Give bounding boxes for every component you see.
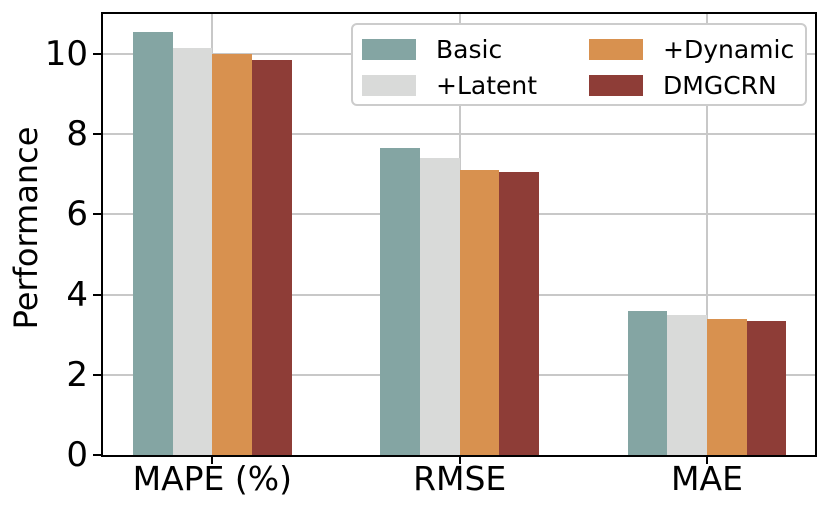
bar bbox=[667, 314, 707, 455]
plot-area bbox=[101, 12, 817, 457]
x-tick-mark bbox=[706, 456, 708, 464]
x-tick-label: MAE bbox=[671, 459, 743, 498]
bar bbox=[627, 310, 668, 455]
legend-entry: +Dynamic bbox=[589, 34, 794, 64]
bar bbox=[420, 158, 460, 455]
bar bbox=[252, 60, 292, 455]
y-tick-mark bbox=[93, 53, 101, 56]
bar bbox=[707, 318, 747, 455]
y-tick-mark bbox=[93, 213, 101, 216]
bar bbox=[212, 54, 252, 455]
x-tick-mark bbox=[458, 456, 461, 464]
x-tick-mark bbox=[211, 456, 214, 464]
legend: Basic +Latent +Dynamic DMGCRN bbox=[351, 23, 807, 106]
y-tick-label: 0 bbox=[66, 435, 88, 475]
y-tick-label: 10 bbox=[44, 34, 88, 75]
legend-label: Basic bbox=[436, 34, 503, 64]
v-gridline bbox=[706, 14, 708, 455]
y-tick-label: 4 bbox=[66, 274, 88, 315]
legend-swatch bbox=[589, 38, 643, 60]
bar bbox=[172, 48, 213, 455]
y-tick-label: 6 bbox=[66, 194, 88, 235]
y-tick-label: 8 bbox=[66, 114, 88, 155]
bar bbox=[380, 148, 420, 455]
y-tick-label: 2 bbox=[66, 354, 88, 395]
y-tick-mark bbox=[93, 133, 101, 136]
y-tick-mark bbox=[93, 293, 101, 296]
legend-entry: DMGCRN bbox=[589, 70, 777, 100]
bar bbox=[499, 172, 540, 455]
legend-label: +Dynamic bbox=[663, 34, 795, 64]
legend-label: DMGCRN bbox=[663, 70, 777, 100]
bar bbox=[746, 320, 787, 455]
bar bbox=[459, 170, 500, 455]
legend-entry: +Latent bbox=[362, 70, 537, 100]
bar bbox=[132, 32, 173, 455]
legend-swatch bbox=[362, 38, 416, 60]
y-tick-mark bbox=[93, 373, 101, 376]
legend-swatch bbox=[589, 74, 643, 96]
legend-entry: Basic bbox=[362, 34, 502, 64]
x-tick-label: RMSE bbox=[413, 459, 507, 498]
y-tick-mark bbox=[93, 454, 101, 456]
legend-swatch bbox=[362, 74, 416, 96]
legend-label: +Latent bbox=[436, 70, 538, 100]
x-tick-label: MAPE (%) bbox=[132, 459, 292, 498]
